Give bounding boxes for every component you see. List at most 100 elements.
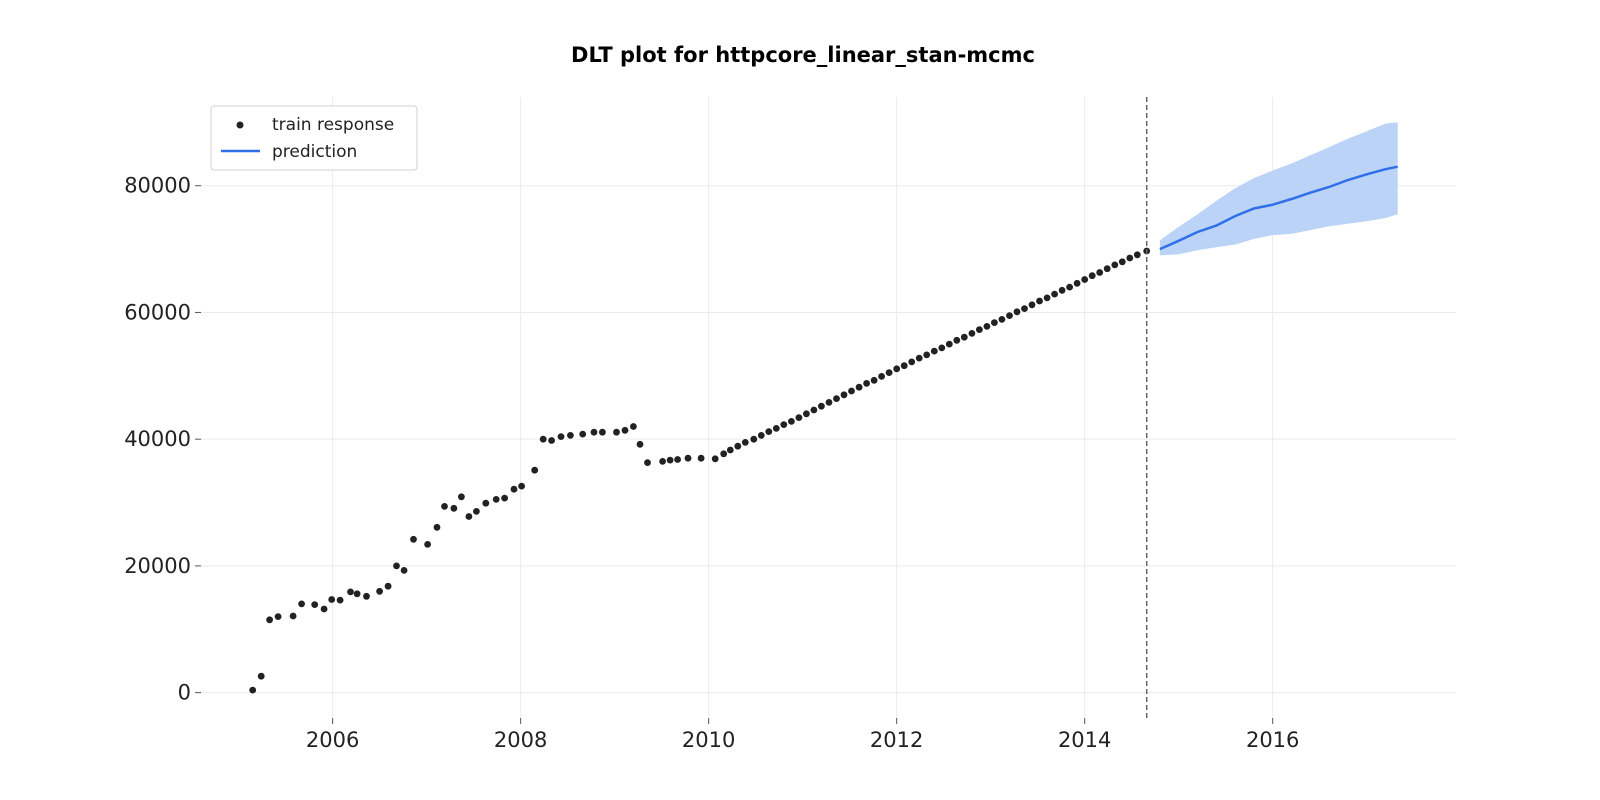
train-response-point bbox=[674, 456, 681, 463]
train-response-point bbox=[249, 686, 257, 694]
train-response-point bbox=[384, 582, 392, 590]
train-response-point bbox=[825, 399, 833, 406]
train-response-point bbox=[492, 496, 500, 503]
train-response-point bbox=[734, 442, 742, 450]
train-response-point bbox=[636, 440, 644, 448]
train-response-point bbox=[900, 362, 908, 370]
train-response-point bbox=[840, 391, 848, 399]
train-response-point bbox=[833, 395, 840, 402]
train-response-point bbox=[1133, 251, 1141, 259]
train-response-point bbox=[1103, 265, 1111, 273]
train-response-point bbox=[1126, 254, 1134, 262]
legend[interactable]: train response prediction bbox=[210, 105, 418, 171]
train-response-point bbox=[998, 316, 1006, 323]
train-response-point bbox=[473, 508, 480, 515]
train-response-point bbox=[1051, 290, 1058, 298]
train-response-point bbox=[893, 365, 901, 373]
train-response-point bbox=[818, 402, 825, 410]
prediction-line bbox=[1159, 165, 1398, 251]
train-response-point bbox=[855, 383, 863, 391]
legend-marker-train-response bbox=[236, 121, 244, 129]
y-tick-label: 0 bbox=[178, 681, 191, 705]
train-response-point bbox=[915, 354, 923, 362]
train-response-point bbox=[1096, 269, 1104, 276]
y-axis-ticks: 0 20000 40000 60000 80000 bbox=[124, 174, 201, 705]
train-response-point bbox=[266, 616, 273, 624]
train-response-point bbox=[908, 358, 916, 366]
train-response-point bbox=[720, 450, 728, 458]
train-response-point bbox=[410, 535, 417, 543]
train-response-point bbox=[960, 333, 968, 341]
train-response-point bbox=[376, 587, 383, 595]
x-tick-label: 2008 bbox=[494, 728, 547, 752]
train-response-point bbox=[870, 376, 878, 384]
x-axis-ticks: 2006 2008 2010 2012 2014 2016 bbox=[306, 718, 1299, 752]
x-tick-label: 2010 bbox=[682, 728, 735, 752]
legend-label-prediction: prediction bbox=[272, 142, 357, 162]
train-response-point bbox=[1036, 297, 1043, 305]
train-response-point bbox=[298, 600, 305, 608]
train-response-point bbox=[711, 455, 719, 463]
train-response-point bbox=[750, 435, 758, 443]
y-tick-label: 20000 bbox=[124, 554, 191, 578]
train-response-point bbox=[1028, 301, 1036, 309]
train-response-point bbox=[274, 613, 282, 620]
train-response-point bbox=[697, 454, 705, 462]
train-response-point bbox=[659, 458, 666, 465]
train-response-point bbox=[400, 567, 408, 574]
train-response-point bbox=[1081, 276, 1089, 283]
train-response-point bbox=[666, 456, 674, 464]
train-response-point bbox=[621, 426, 629, 434]
x-tick-label: 2006 bbox=[306, 728, 359, 752]
train-response-point bbox=[938, 344, 946, 352]
train-response-point bbox=[741, 439, 749, 446]
train-response-point bbox=[482, 499, 490, 507]
train-response-point bbox=[765, 428, 773, 435]
train-response-point bbox=[953, 336, 961, 344]
train-response-point bbox=[539, 435, 547, 443]
x-tick-label: 2014 bbox=[1058, 728, 1111, 752]
train-response-point bbox=[878, 373, 885, 380]
train-response-point bbox=[1118, 258, 1126, 266]
train-response-point bbox=[458, 493, 465, 501]
train-response-point bbox=[336, 596, 344, 604]
train-response-point bbox=[1111, 261, 1119, 269]
train-response-point bbox=[289, 612, 297, 620]
train-response-point bbox=[863, 380, 870, 387]
train-response-point bbox=[968, 330, 976, 337]
train-response-point bbox=[930, 347, 938, 355]
train-response-point bbox=[1013, 308, 1021, 316]
train-response-point bbox=[885, 369, 893, 376]
train-response-point bbox=[848, 387, 855, 395]
train-response-point bbox=[1021, 305, 1028, 312]
train-response-point bbox=[1058, 286, 1066, 294]
train-response-point bbox=[726, 446, 734, 454]
train-response-point bbox=[590, 428, 598, 436]
train-response-point bbox=[257, 672, 265, 680]
train-response-point bbox=[923, 351, 931, 359]
train-response-point bbox=[328, 596, 336, 603]
train-response-point bbox=[772, 425, 780, 432]
train-response-point bbox=[780, 421, 788, 428]
train-response-point bbox=[644, 459, 651, 466]
train-response-point bbox=[795, 414, 803, 421]
legend-label-train-response: train response bbox=[272, 115, 394, 135]
train-response-point bbox=[1088, 272, 1096, 280]
y-tick-label: 60000 bbox=[124, 300, 191, 324]
train-response-point bbox=[630, 423, 637, 430]
train-response-point bbox=[363, 592, 370, 600]
train-response-point bbox=[613, 428, 620, 436]
train-response-point bbox=[548, 437, 555, 444]
y-tick-label: 80000 bbox=[124, 174, 191, 198]
train-response-point bbox=[311, 601, 319, 608]
y-tick-label: 40000 bbox=[124, 427, 191, 451]
train-response-point bbox=[991, 319, 998, 326]
train-response-point bbox=[803, 410, 810, 418]
train-response-point bbox=[393, 562, 400, 570]
train-response-point bbox=[567, 432, 574, 439]
train-response-point bbox=[810, 406, 818, 414]
train-response-points bbox=[249, 247, 1151, 694]
train-response-point bbox=[599, 428, 606, 436]
train-response-point bbox=[450, 504, 458, 512]
